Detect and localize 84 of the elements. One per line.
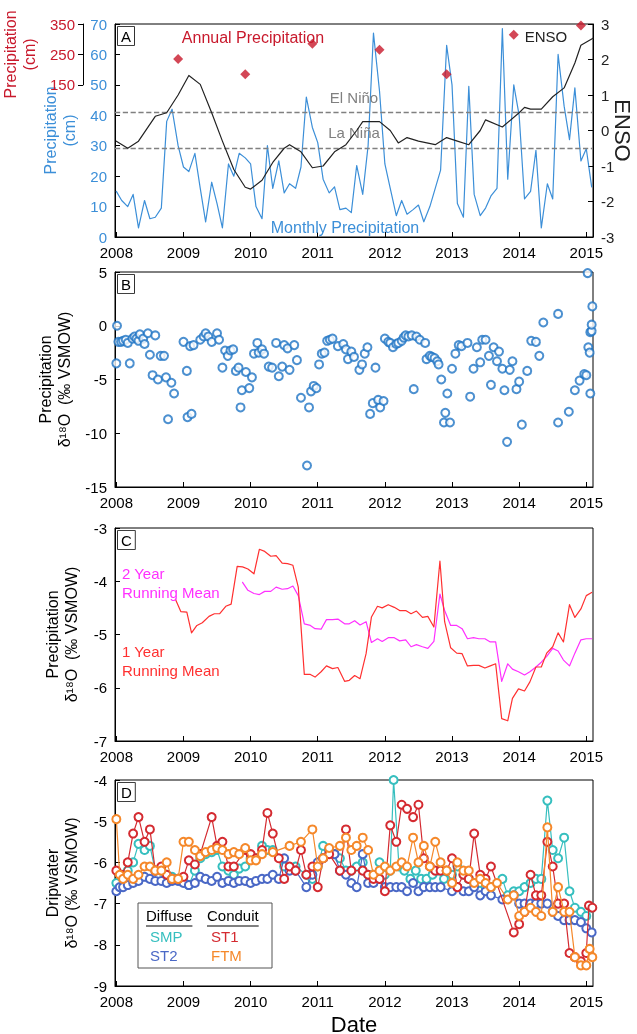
annotation: Diffuse (146, 907, 193, 924)
series-label: 1 Year Running Mean (122, 643, 220, 679)
x-tick-label: 2012 (368, 494, 402, 511)
x-tick-label: 2009 (166, 993, 201, 1010)
y-tick-label: -6 (93, 853, 107, 871)
y-tick-label: 50 (90, 76, 107, 94)
annotation: A (121, 28, 132, 45)
x-tick-label: 2010 (233, 494, 268, 511)
y-tick-label: -7 (93, 895, 107, 913)
x-tick-label: 2012 (368, 993, 402, 1010)
x-tick-label: 2010 (233, 748, 268, 765)
series-label: 2 Year Running Mean (122, 565, 220, 601)
x-tick-label: 2011 (301, 993, 334, 1010)
y2-tick-label: 3 (601, 15, 610, 33)
x-tick-label: 2012 (368, 244, 402, 261)
y-tick-label: -6 (93, 679, 107, 697)
y-axis-title: Precipitation δ¹⁸O (‰ VSMOW) (44, 566, 80, 703)
x-tick-label: 2014 (502, 993, 536, 1010)
y-tick-label: -4 (93, 572, 107, 590)
text: ST2 (150, 947, 178, 964)
x-tick-label: 2008 (99, 244, 134, 261)
y-tick-label: 60 (90, 45, 107, 63)
text: SMP (150, 928, 183, 945)
y2-tick-label: 1 (601, 86, 610, 104)
x-tick-label: 2013 (435, 993, 469, 1010)
y-tick-label: -5 (93, 626, 107, 643)
y-tick-label: -5 (93, 371, 107, 388)
y-tick-label: -5 (93, 812, 107, 830)
x-tick-label: 2013 (435, 748, 469, 765)
annotation: C (121, 532, 132, 549)
text: ST1 (211, 928, 239, 945)
x-tick-label: 2014 (502, 494, 536, 511)
x-tick-label: 2008 (99, 748, 134, 765)
annotation: D (121, 784, 132, 801)
y-tick-label: 20 (90, 167, 107, 185)
y2-tick-label: -2 (601, 193, 615, 210)
y2-tick-label: 2 (601, 51, 610, 68)
x-tick-label: 2013 (435, 494, 469, 511)
x-tick-label: 2014 (502, 748, 536, 765)
x-tick-label: 2014 (502, 244, 536, 261)
y3-axis-title: Precipitation (cm) (2, 10, 39, 99)
x-tick-label: 2010 (233, 244, 268, 261)
x-tick-label: 2013 (435, 244, 469, 261)
x-tick-label: 2009 (166, 244, 201, 261)
y-axis-title: Dripwater δ¹⁸O (‰ VSMOW) (44, 817, 80, 949)
text: FTM (211, 947, 242, 964)
y-tick-label: -8 (93, 936, 107, 954)
y-tick-label: -3 (93, 519, 107, 537)
y-tick-label: -9 (93, 977, 107, 995)
x-tick-label: 2008 (99, 993, 134, 1010)
y-tick-label: -7 (93, 732, 107, 750)
y-tick-label: 40 (90, 106, 107, 124)
y-axis-title: Precipitation δ¹⁸O (‰ VSMOW) (37, 311, 74, 448)
y2-tick-label: -3 (601, 228, 615, 246)
x-tick-label: 2015 (569, 993, 603, 1010)
y-tick-label: 5 (98, 263, 107, 281)
annotation: B (121, 276, 132, 293)
y-tick-label: 70 (90, 15, 107, 33)
x-tick-label: 2015 (569, 244, 603, 261)
x-tick-label: 2011 (301, 244, 334, 261)
y3-tick-label: 250 (49, 45, 75, 63)
y-tick-label: -15 (85, 478, 107, 496)
series-label: Annual Precipitation (181, 29, 325, 46)
x-tick-label: 2009 (166, 494, 201, 511)
x-tick-label: 2015 (569, 748, 603, 765)
y-tick-label: 10 (90, 198, 107, 216)
x-tick-label: 2011 (301, 494, 334, 511)
y3-tick-label: 350 (49, 15, 75, 33)
y-tick-label: 0 (98, 317, 107, 335)
y-tick-label: 0 (98, 228, 107, 246)
y-tick-label: 30 (90, 137, 107, 155)
x-tick-label: 2012 (368, 748, 402, 765)
x-tick-label: 2015 (569, 494, 603, 511)
series-label: ENSO (524, 28, 568, 45)
series-label: Monthly Precipitation (270, 219, 420, 236)
x-axis-title: Date (330, 1012, 378, 1034)
y2-tick-label: 0 (601, 122, 610, 139)
annotation: Conduit (207, 907, 260, 924)
y-tick-label: -4 (93, 771, 107, 789)
x-tick-label: 2010 (233, 993, 268, 1010)
x-tick-label: 2009 (166, 748, 201, 765)
y-tick-label: -10 (85, 424, 107, 442)
x-tick-label: 2011 (301, 748, 334, 765)
x-tick-label: 2008 (99, 494, 134, 511)
